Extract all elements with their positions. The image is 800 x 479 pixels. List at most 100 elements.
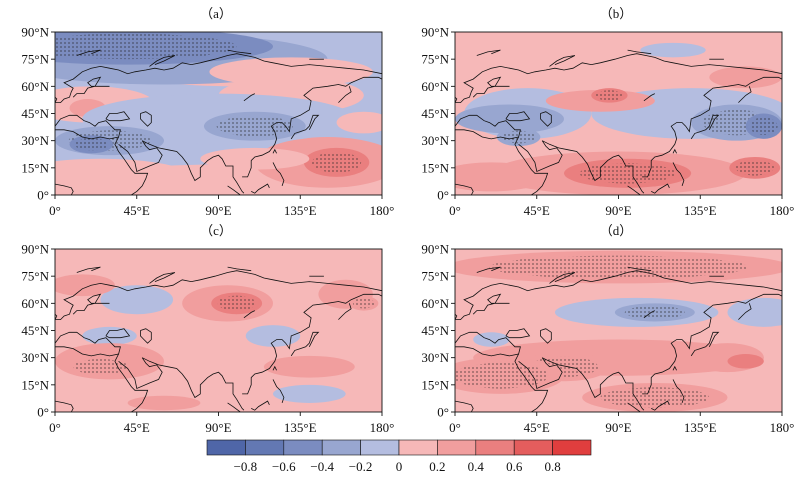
coastline (643, 310, 655, 319)
colorbar-label: 0 (396, 459, 403, 474)
lat-label: 30°N (21, 133, 49, 148)
significance-stipple (74, 137, 108, 151)
significance-stipple (73, 359, 128, 375)
lat-label: 90°N (421, 242, 449, 257)
coastline (672, 365, 677, 371)
anomaly-contour (55, 158, 192, 195)
lon-label: 180° (770, 203, 795, 218)
coastline (627, 185, 641, 195)
anomaly-contour (100, 285, 174, 315)
coastline (738, 303, 752, 320)
coastline (251, 183, 270, 194)
coastline (242, 293, 382, 395)
lat-label: 60°N (21, 296, 49, 311)
lon-label: 45°E (524, 420, 550, 435)
coastline (338, 86, 352, 103)
lon-label: 0° (49, 203, 61, 218)
coastline (72, 293, 110, 315)
colorbar-box (206, 439, 246, 456)
anomaly-contour (473, 332, 510, 347)
coastline (476, 266, 501, 273)
coastline (55, 331, 121, 357)
anomaly-contour (455, 104, 564, 134)
coastline (642, 293, 782, 395)
coastline (272, 365, 277, 371)
coastline (505, 111, 531, 122)
field-layer (455, 32, 782, 195)
significance-stipple (595, 90, 624, 101)
coastline (738, 86, 752, 103)
panel-title: （d） (599, 223, 633, 238)
coastline (472, 293, 510, 315)
lon-label: 135°E (284, 203, 317, 218)
lat-label: 75°N (21, 52, 49, 67)
coastline (118, 140, 163, 173)
coastline (514, 353, 549, 412)
coastline (455, 331, 521, 357)
lat-label: 90°N (21, 25, 49, 40)
coastline (476, 49, 501, 56)
lon-label: 90°E (605, 420, 631, 435)
panel-title: （c） (200, 223, 232, 238)
coastlines (455, 49, 782, 195)
coastline (55, 270, 382, 320)
lat-label: 60°N (21, 79, 49, 94)
anomaly-contour (336, 111, 382, 134)
coastline (227, 266, 252, 272)
significance-stipple (455, 363, 549, 389)
lat-label: 30°N (421, 350, 449, 365)
lat-label: 0° (437, 188, 449, 203)
lat-label: 0° (37, 188, 49, 203)
coastline (518, 140, 563, 173)
anomaly-contour (273, 384, 346, 403)
lat-label: 45°N (21, 106, 49, 121)
coastline (643, 93, 655, 102)
lat-label: 45°N (21, 323, 49, 338)
lon-label: 135°E (684, 420, 717, 435)
lat-label: 30°N (421, 133, 449, 148)
coastlines (55, 49, 382, 195)
colorbar-box (552, 439, 592, 456)
lat-label: 15°N (21, 160, 49, 175)
significance-stipple (352, 298, 375, 309)
lat-label: 90°N (21, 242, 49, 257)
significance-stipple (216, 116, 293, 137)
lat-label: 45°N (421, 323, 449, 338)
coastline (243, 310, 255, 319)
colorbar-label: −0.6 (272, 459, 296, 474)
colorbar-label: −0.8 (234, 459, 258, 474)
coastline (114, 136, 149, 195)
significance-stipple (750, 117, 778, 136)
lat-label: 0° (437, 405, 449, 420)
map-svg: 90°N 75°N 60°N 45°N 30°N 15°N 0°0° 45°E 90°E 135°… (21, 242, 394, 436)
significance-stipple (55, 33, 237, 60)
colorbar: −0.8 −0.6 −0.4 −0.2 0 0.2 0.4 0.6 0.8 (206, 439, 592, 474)
lat-label: 15°N (21, 377, 49, 392)
map-svg: 90°N 75°N 60°N 45°N 30°N 15°N 0°0° 45°E 90°E 135°… (21, 25, 394, 219)
lon-label: 180° (770, 420, 795, 435)
lon-label: 135°E (284, 420, 317, 435)
coastline (114, 353, 149, 412)
field-layer (55, 32, 382, 195)
coastline (642, 76, 782, 178)
lat-label: 75°N (21, 269, 49, 284)
coastline (55, 183, 74, 195)
coastline (227, 402, 241, 412)
coastline (540, 328, 552, 344)
coastline (690, 331, 720, 357)
field-layer (55, 249, 382, 412)
coastline (518, 357, 563, 390)
lat-label: 75°N (421, 52, 449, 67)
colorbar-box (513, 439, 553, 456)
coastline (149, 272, 176, 284)
lon-label: 0° (449, 420, 461, 435)
colorbar-label: 0.2 (429, 459, 445, 474)
coastline (72, 76, 110, 98)
coastline (55, 114, 121, 140)
coastlines (455, 266, 782, 412)
lon-label: 135°E (684, 203, 717, 218)
coastline (76, 49, 101, 56)
colorbar-label: 0.6 (506, 459, 523, 474)
panel-c: （c） 90°N 75°N 60°N 45°N 30°N 15°N 0° 0° 45°E 90°E… (0, 219, 396, 436)
anomaly-contour (209, 57, 373, 87)
